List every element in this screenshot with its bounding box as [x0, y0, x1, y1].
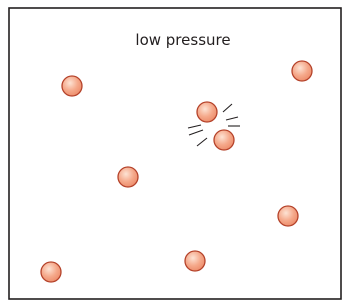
- container-box: [9, 8, 341, 299]
- particle: [197, 102, 217, 122]
- label: low pressure: [135, 31, 230, 49]
- particle: [185, 251, 205, 271]
- particle: [214, 130, 234, 150]
- particle: [118, 167, 138, 187]
- particle: [62, 76, 82, 96]
- particle: [41, 262, 61, 282]
- particle: [278, 206, 298, 226]
- particle: [292, 61, 312, 81]
- diagram: low pressure: [0, 0, 351, 308]
